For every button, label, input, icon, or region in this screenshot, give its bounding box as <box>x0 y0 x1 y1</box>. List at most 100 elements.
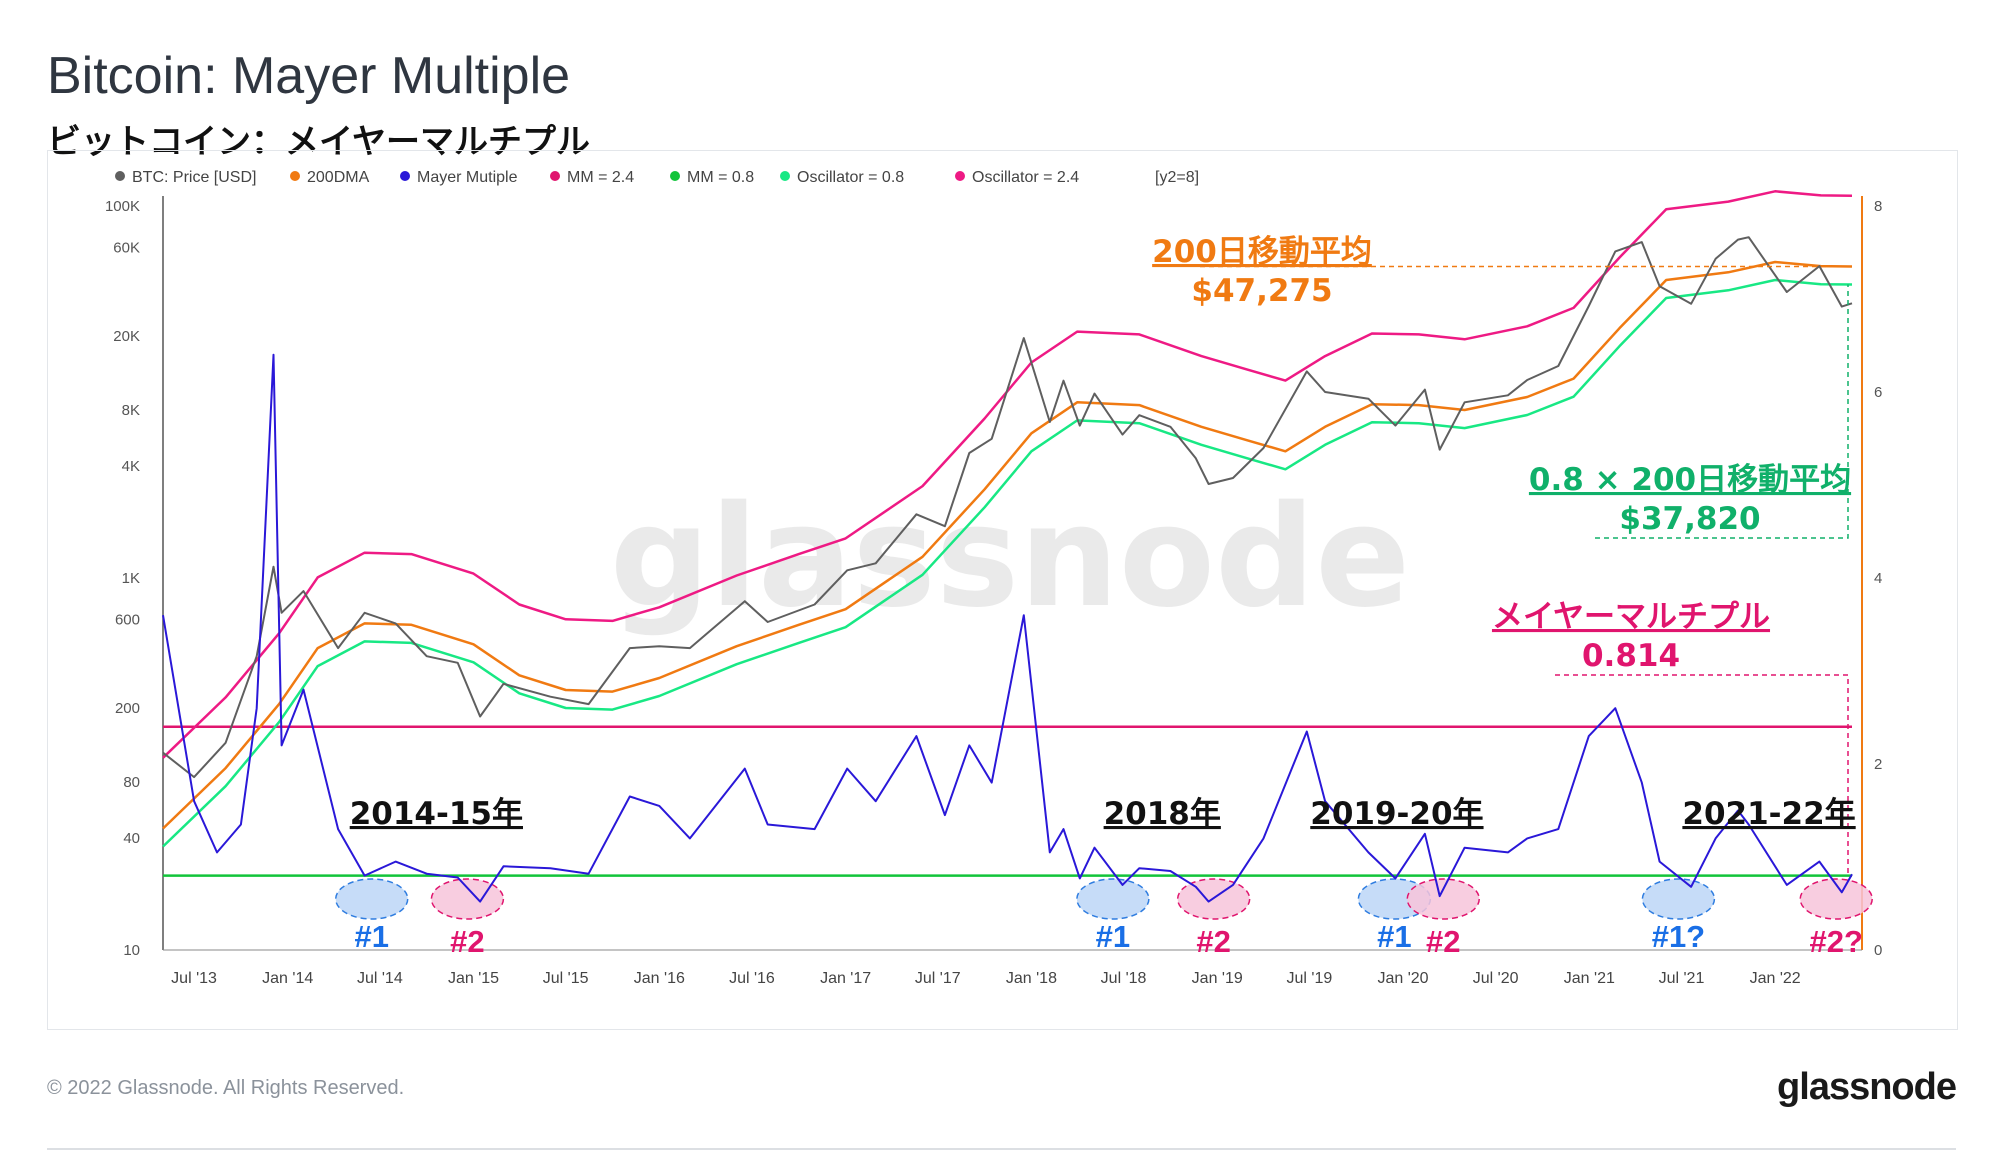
x-tick-label: Jul '21 <box>1659 970 1705 987</box>
y-left-tick-label: 4K <box>122 458 140 475</box>
legend-label: MM = 2.4 <box>567 169 634 186</box>
y-right-tick-label: 6 <box>1874 384 1882 401</box>
mm-dashed-guide <box>1555 674 1849 875</box>
x-tick-label: Jul '14 <box>357 970 403 987</box>
cycle-marker-label: #1 <box>1377 919 1411 954</box>
legend-label: BTC: Price [USD] <box>132 169 256 186</box>
mm-annotation-label: メイヤーマルチプル <box>1492 599 1770 635</box>
x-tick-label: Jan '15 <box>448 970 499 987</box>
legend-item[interactable]: Oscillator = 2.4 <box>955 169 1079 186</box>
legend-swatch <box>550 171 560 181</box>
x-tick-label: Jan '18 <box>1006 970 1057 987</box>
osc-dashed-guide <box>1595 284 1849 539</box>
legend-item[interactable]: Mayer Mutiple <box>400 169 518 186</box>
footer-copyright: © 2022 Glassnode. All Rights Reserved. <box>47 1077 405 1099</box>
x-tick-label: Jan '20 <box>1377 970 1428 987</box>
chart-legend: BTC: Price [USD] 200DMA Mayer Mutiple MM = … <box>115 169 1199 186</box>
cycle-marker-label: #2 <box>1426 924 1460 959</box>
legend-swatch <box>780 171 790 181</box>
x-tick-label: Jul '13 <box>171 970 217 987</box>
osc-annotation-value: $37,820 <box>1619 501 1760 537</box>
reference-lines <box>163 725 1873 920</box>
y-left-tick-label: 100K <box>105 198 140 215</box>
series-oscillator-0-8 <box>162 278 1853 848</box>
period-label: 2018年 <box>1104 796 1221 832</box>
x-tick-label: Jan '16 <box>634 970 685 987</box>
mm-annotation-value: 0.814 <box>1582 638 1680 674</box>
highlight-ellipse <box>1799 878 1873 920</box>
glassnode-logo: glassnode <box>1777 1066 1957 1108</box>
x-tick-label: Jul '18 <box>1101 970 1147 987</box>
period-label: 2014-15年 <box>350 796 523 832</box>
y-left-tick-label: 60K <box>113 239 140 256</box>
legend-swatch <box>955 171 965 181</box>
y-right-tick-label: 8 <box>1874 198 1882 215</box>
legend-label: Oscillator = 0.8 <box>797 169 904 186</box>
x-tick-label: Jul '15 <box>543 970 589 987</box>
legend-item[interactable]: MM = 0.8 <box>670 169 754 186</box>
dma-annotation-label: 200日移動平均 <box>1152 234 1372 270</box>
annotation-layer: 200日移動平均$47,275 0.8 × 200日移動平均$37,820 メイヤー… <box>350 234 1863 959</box>
legend-swatch <box>670 171 680 181</box>
axes: 100K 60K 20K 8K 4K 1K 600 200 80 40 10 8 6 4 2 0 Jul '13… <box>105 196 1882 987</box>
legend-item[interactable]: MM = 2.4 <box>550 169 634 186</box>
cycle-marker-label: #1 <box>354 919 388 954</box>
legend-label: MM = 0.8 <box>687 169 754 186</box>
series-oscillator-2-4 <box>162 190 1853 759</box>
x-tick-label: Jul '20 <box>1473 970 1519 987</box>
x-tick-label: Jan '17 <box>820 970 871 987</box>
highlight-ellipse <box>1406 878 1480 920</box>
y-left-tick-label: 20K <box>113 328 140 345</box>
legend-item[interactable]: 200DMA <box>290 169 370 186</box>
legend-label: 200DMA <box>307 169 370 186</box>
legend-item[interactable]: BTC: Price [USD] <box>115 169 256 186</box>
cycle-marker-label: #2 <box>1196 924 1230 959</box>
cycle-marker-label: #2 <box>450 924 484 959</box>
series-200dma <box>162 260 1853 830</box>
y-left-tick-label: 80 <box>123 774 140 791</box>
x-tick-label: Jan '21 <box>1564 970 1615 987</box>
cycle-marker-label: #1? <box>1652 919 1705 954</box>
series-layer <box>162 190 1853 903</box>
x-tick-label: Jan '22 <box>1750 970 1801 987</box>
legend-item[interactable]: Oscillator = 0.8 <box>780 169 904 186</box>
period-label: 2019-20年 <box>1310 796 1483 832</box>
x-tick-label: Jul '19 <box>1286 970 1332 987</box>
period-label: 2021-22年 <box>1682 796 1855 832</box>
bottom-divider <box>47 1148 1956 1150</box>
x-tick-label: Jul '16 <box>729 970 775 987</box>
y-left-tick-label: 600 <box>115 611 140 628</box>
legend-scale-note: [y2=8] <box>1155 169 1199 186</box>
series-mayer-mutiple <box>162 353 1853 903</box>
highlight-ellipse <box>430 878 505 920</box>
y-left-tick-label: 10 <box>123 942 140 959</box>
y-right-tick-label: 4 <box>1874 570 1882 587</box>
cycle-marker-label: #1 <box>1096 919 1130 954</box>
legend-swatch <box>400 171 410 181</box>
osc-annotation-label: 0.8 × 200日移動平均 <box>1529 462 1851 498</box>
dma-annotation-value: $47,275 <box>1191 273 1332 309</box>
y-left-tick-label: 200 <box>115 700 140 717</box>
y-left-tick-label: 8K <box>122 402 140 419</box>
highlight-ellipse <box>1641 878 1716 920</box>
highlight-ellipse <box>1076 878 1150 920</box>
y-right-tick-label: 0 <box>1874 942 1882 959</box>
legend-label: Mayer Mutiple <box>417 169 518 186</box>
series-btc-price-usd- <box>162 236 1853 779</box>
x-tick-label: Jul '17 <box>915 970 961 987</box>
highlight-ellipse <box>334 878 409 920</box>
x-tick-label: Jan '14 <box>262 970 313 987</box>
x-tick-label: Jan '19 <box>1192 970 1243 987</box>
page-title: Bitcoin: Mayer Multiple <box>47 47 571 105</box>
y-left-tick-label: 40 <box>123 830 140 847</box>
page-subtitle: ビットコイン：メイヤーマルチプル <box>47 122 590 162</box>
chart-frame <box>47 150 1958 1030</box>
watermark-layer: glassnode <box>610 476 1410 639</box>
y-right-tick-label: 2 <box>1874 756 1882 773</box>
legend-swatch <box>290 171 300 181</box>
y-left-tick-label: 1K <box>122 570 140 587</box>
cycle-marker-label: #2? <box>1810 924 1863 959</box>
legend-swatch <box>115 171 125 181</box>
watermark-text: glassnode <box>610 476 1410 639</box>
